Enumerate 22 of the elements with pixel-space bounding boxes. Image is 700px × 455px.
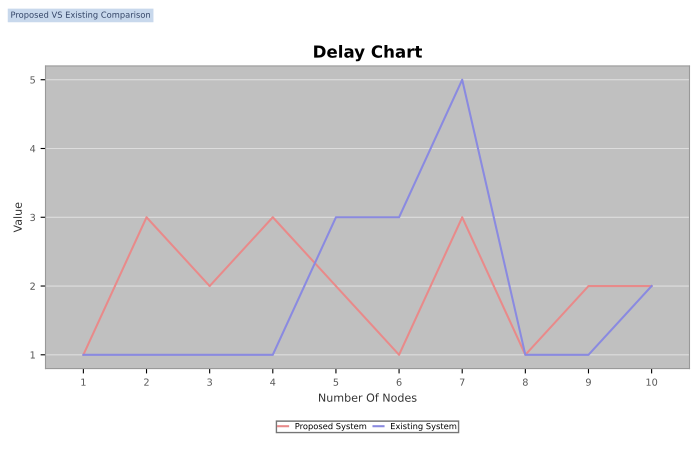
x-tick-label: 6 xyxy=(396,378,402,386)
y-tick-label: 1 xyxy=(30,351,35,358)
y-axis-title: Value xyxy=(13,202,22,232)
x-tick-label: 1 xyxy=(81,378,86,386)
x-tick-label: 3 xyxy=(207,378,212,386)
x-tick-label: 8 xyxy=(522,378,528,386)
text: Proposed VS Existing Comparison xyxy=(11,11,150,20)
x-tick-label: 9 xyxy=(586,378,591,386)
y-tick-label: 4 xyxy=(30,145,36,152)
legend-label: Proposed System xyxy=(296,422,366,431)
y-tick-label: 5 xyxy=(30,76,35,84)
x-axis-title: Number Of Nodes xyxy=(319,393,417,402)
x-tick-label: 7 xyxy=(460,378,464,386)
legend-label: Existing System xyxy=(390,422,456,431)
line-series xyxy=(82,78,653,356)
x-tick-label: 5 xyxy=(334,378,338,386)
chart-title: Delay Chart xyxy=(314,44,422,62)
x-tick-label: 2 xyxy=(144,378,149,386)
y-tick-label: 2 xyxy=(30,282,35,290)
y-tick-label: 3 xyxy=(30,214,35,222)
x-tick-label: 10 xyxy=(646,378,658,386)
x-tick-label: 4 xyxy=(270,378,276,386)
